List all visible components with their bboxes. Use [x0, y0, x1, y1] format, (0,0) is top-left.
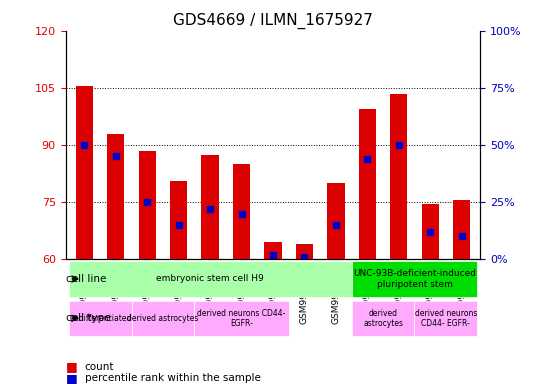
Bar: [453, 200, 470, 259]
FancyBboxPatch shape: [132, 301, 194, 336]
Bar: [422, 204, 439, 259]
Text: count: count: [85, 362, 114, 372]
Text: undifferentiated: undifferentiated: [69, 314, 131, 323]
Bar: [359, 109, 376, 259]
Bar: [390, 94, 407, 259]
Text: derived
astrocytes: derived astrocytes: [363, 309, 403, 328]
Bar: [201, 154, 219, 259]
Bar: [327, 183, 345, 259]
Bar: [296, 244, 313, 259]
Text: cell line: cell line: [66, 274, 106, 284]
Text: ■: ■: [66, 360, 78, 373]
Bar: [139, 151, 156, 259]
FancyBboxPatch shape: [194, 301, 289, 336]
Bar: [233, 164, 250, 259]
FancyBboxPatch shape: [414, 301, 477, 336]
Bar: [264, 242, 282, 259]
Bar: [76, 86, 93, 259]
Bar: [107, 134, 124, 259]
Bar: [170, 181, 187, 259]
Text: ■: ■: [66, 372, 78, 384]
Text: derived neurons CD44-
EGFR-: derived neurons CD44- EGFR-: [197, 309, 286, 328]
FancyBboxPatch shape: [69, 301, 132, 336]
FancyBboxPatch shape: [352, 261, 477, 297]
Text: cell type: cell type: [66, 313, 111, 323]
Text: derived astrocytes: derived astrocytes: [127, 314, 199, 323]
Text: UNC-93B-deficient-induced
pluripotent stem: UNC-93B-deficient-induced pluripotent st…: [353, 269, 476, 289]
FancyBboxPatch shape: [69, 261, 352, 297]
Text: embryonic stem cell H9: embryonic stem cell H9: [156, 275, 264, 283]
Title: GDS4669 / ILMN_1675927: GDS4669 / ILMN_1675927: [173, 13, 373, 29]
Text: percentile rank within the sample: percentile rank within the sample: [85, 373, 260, 383]
FancyBboxPatch shape: [352, 301, 414, 336]
Text: derived neurons
CD44- EGFR-: derived neurons CD44- EGFR-: [415, 309, 477, 328]
